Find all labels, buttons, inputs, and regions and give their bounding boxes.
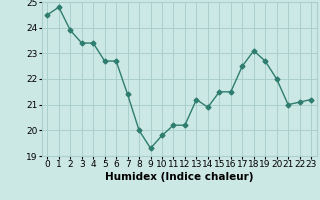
X-axis label: Humidex (Indice chaleur): Humidex (Indice chaleur) bbox=[105, 172, 253, 182]
